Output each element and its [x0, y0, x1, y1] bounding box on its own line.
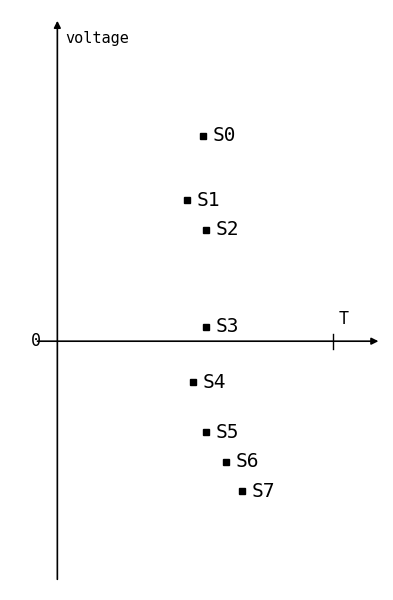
- Text: voltage: voltage: [66, 31, 129, 46]
- Text: S5: S5: [216, 423, 240, 442]
- Text: T: T: [339, 310, 349, 328]
- Text: S0: S0: [213, 126, 236, 145]
- Text: S1: S1: [196, 191, 220, 209]
- Text: S7: S7: [252, 482, 275, 500]
- Text: S3: S3: [216, 317, 240, 336]
- Text: 0: 0: [31, 332, 41, 350]
- Text: S6: S6: [235, 452, 259, 471]
- Text: S4: S4: [203, 373, 227, 392]
- Text: S2: S2: [216, 220, 240, 239]
